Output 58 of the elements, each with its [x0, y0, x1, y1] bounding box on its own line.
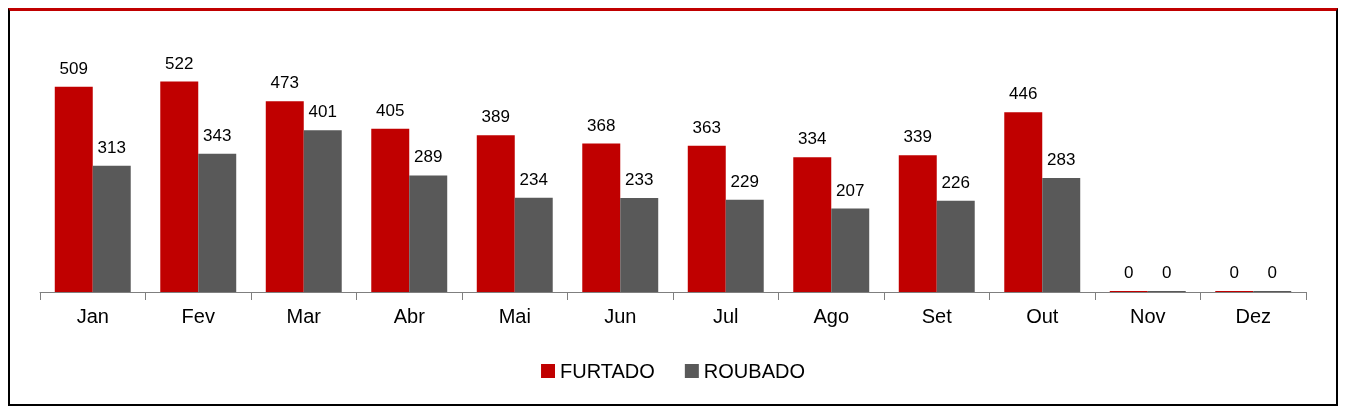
data-label: 226 — [941, 172, 970, 192]
x-tick-label: Ago — [813, 305, 850, 327]
data-label: 0 — [1124, 263, 1134, 282]
bar — [1004, 112, 1043, 292]
data-label: 313 — [97, 137, 126, 157]
bar — [936, 200, 975, 292]
x-tick-label: Nov — [1129, 305, 1166, 327]
bar — [725, 199, 764, 292]
data-label: 446 — [1009, 84, 1038, 104]
bar — [371, 128, 410, 292]
bar — [1042, 177, 1081, 292]
x-tick-label: Fev — [181, 305, 215, 327]
data-label: 509 — [59, 58, 88, 78]
bar — [409, 175, 448, 292]
bar — [265, 101, 304, 292]
bar — [793, 157, 832, 292]
bar — [514, 197, 553, 292]
bar — [582, 143, 621, 292]
x-tick-label: Out — [1026, 305, 1059, 327]
x-tick-label: Dez — [1235, 305, 1272, 327]
data-label: 405 — [376, 100, 405, 120]
bar — [831, 208, 870, 292]
data-label: 289 — [414, 147, 443, 167]
data-label: 339 — [903, 127, 932, 147]
bar — [687, 145, 726, 292]
data-label: 233 — [625, 170, 654, 190]
x-tick-label: Jul — [712, 305, 739, 327]
data-label: 368 — [587, 115, 616, 135]
legend-label: FURTADO — [560, 360, 655, 382]
data-label: 234 — [519, 169, 548, 189]
bar — [898, 155, 937, 292]
bar — [160, 81, 199, 292]
bar — [303, 130, 342, 292]
legend-label: ROUBADO — [703, 360, 805, 382]
bar — [92, 165, 131, 292]
data-label: 334 — [798, 129, 827, 149]
data-label: 522 — [165, 53, 194, 73]
bar — [54, 86, 93, 292]
bar — [198, 153, 237, 292]
data-label: 343 — [203, 125, 232, 145]
data-label: 401 — [308, 102, 337, 122]
x-tick-label: Jan — [76, 305, 109, 327]
data-label: 473 — [270, 73, 299, 93]
data-label: 389 — [481, 107, 510, 127]
x-tick-label: Mar — [286, 305, 322, 327]
bar — [476, 135, 515, 292]
data-label: 0 — [1229, 263, 1239, 282]
x-tick-label: Mai — [498, 305, 531, 327]
data-label: 0 — [1162, 263, 1172, 282]
x-tick-label: Abr — [393, 305, 426, 327]
data-label: 207 — [836, 180, 865, 200]
data-label: 283 — [1047, 149, 1076, 169]
data-label: 0 — [1267, 263, 1277, 282]
data-label: 229 — [730, 171, 759, 191]
x-tick-label: Jun — [604, 305, 637, 327]
bar — [620, 198, 659, 292]
x-tick-label: Set — [921, 305, 953, 327]
data-label: 363 — [692, 117, 721, 137]
